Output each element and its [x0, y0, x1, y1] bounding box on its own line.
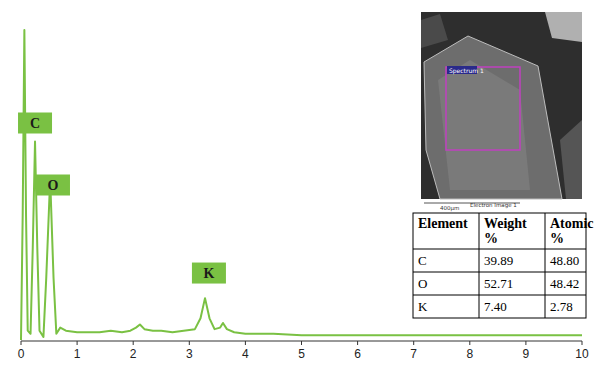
spectrum-label: Spectrum 1: [449, 67, 484, 75]
table-header-line: %: [550, 231, 564, 246]
peak-label: K: [203, 266, 214, 281]
crystal: [424, 36, 562, 199]
table-header-line: Atomic: [550, 216, 594, 231]
x-tick-label: 5: [298, 347, 305, 361]
crystal-face: [438, 60, 530, 190]
x-tick-label: 2: [130, 347, 137, 361]
table-header: Weight%: [484, 216, 527, 246]
table-cell: 48.42: [550, 276, 579, 291]
x-tick: [133, 341, 134, 345]
image-caption: Electron Image 1: [470, 202, 517, 209]
table-cell: 52.71: [484, 276, 513, 291]
table-rule: [413, 249, 586, 250]
crystal: [545, 12, 582, 42]
table-cell: O: [418, 276, 427, 291]
peak-label-box: [36, 175, 70, 196]
x-tick: [21, 341, 22, 345]
x-tick: [189, 341, 190, 345]
sem-image: Spectrum 1: [421, 12, 582, 199]
table-rule: [479, 213, 480, 318]
table-header-line: Weight: [484, 216, 527, 231]
table-cell: C: [418, 253, 427, 268]
x-tick-label: 8: [466, 347, 473, 361]
image-bg: [421, 12, 582, 199]
crystal: [421, 14, 448, 48]
table-header: Atomic%: [550, 216, 594, 246]
x-tick: [77, 341, 78, 345]
peak-label-box: [18, 113, 52, 134]
spectrum-region: [446, 67, 520, 150]
x-tick: [525, 341, 526, 345]
x-tick: [413, 341, 414, 345]
table-cell: 2.78: [550, 299, 573, 314]
peak-label: O: [48, 178, 59, 193]
x-tick: [245, 341, 246, 345]
peak-label-box: [192, 263, 226, 284]
table-rule: [545, 213, 546, 318]
x-tick: [301, 341, 302, 345]
x-tick-label: 7: [410, 347, 417, 361]
table-cell: 39.89: [484, 253, 513, 268]
x-tick-label: 1: [74, 347, 81, 361]
x-tick-label: 4: [242, 347, 249, 361]
x-tick: [582, 341, 583, 345]
crystal: [560, 120, 582, 199]
table-header: Element: [418, 216, 468, 231]
table-cell: 48.80: [550, 253, 579, 268]
x-tick-label: 3: [186, 347, 193, 361]
peak-label: C: [30, 116, 40, 131]
x-tick-label: 10: [575, 347, 589, 361]
table-cell: 7.40: [484, 299, 507, 314]
table-rule: [413, 272, 586, 273]
figure: 012345678910COKSpectrum 1400µmElectron I…: [0, 0, 599, 373]
x-tick: [357, 341, 358, 345]
table-rule: [413, 295, 586, 296]
table-cell: K: [418, 299, 428, 314]
scale-label: 400µm: [440, 205, 459, 212]
table-header-line: %: [484, 231, 498, 246]
x-tick: [469, 341, 470, 345]
x-tick-label: 0: [18, 347, 25, 361]
x-tick-label: 6: [354, 347, 361, 361]
x-tick-label: 9: [523, 347, 530, 361]
table: ElementWeight%Atomic%C39.8948.80O52.7148…: [413, 213, 594, 318]
